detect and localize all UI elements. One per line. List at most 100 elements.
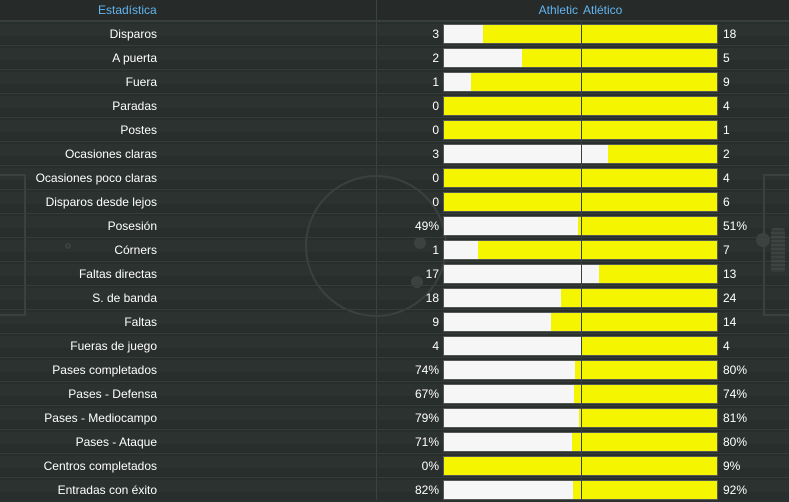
stat-row: Fuera 1 9 — [0, 69, 789, 94]
stat-label: Posesión — [107, 219, 157, 233]
home-value: 0% — [421, 459, 439, 473]
stat-row: Disparos 3 18 — [0, 21, 789, 46]
away-value: 80% — [723, 363, 748, 377]
away-value: 74% — [723, 387, 748, 401]
home-bar-fill — [444, 313, 551, 331]
comparison-bar — [443, 288, 718, 308]
home-value: 0 — [432, 171, 439, 185]
home-value: 79% — [414, 411, 439, 425]
home-value: 4 — [432, 339, 439, 353]
home-value: 0 — [432, 195, 439, 209]
away-value: 51% — [723, 219, 748, 233]
stat-row: Paradas 0 4 — [0, 93, 789, 118]
home-value: 0 — [432, 99, 439, 113]
home-value: 67% — [414, 387, 439, 401]
home-value: 1 — [432, 243, 439, 257]
stat-row: Fueras de juego 4 4 — [0, 333, 789, 358]
comparison-bar — [443, 144, 718, 164]
stat-label: Disparos — [109, 27, 157, 41]
stat-row: Disparos desde lejos 0 6 — [0, 189, 789, 214]
stat-label: Fueras de juego — [70, 339, 157, 353]
home-team-name: Athletic — [538, 3, 578, 17]
bar-center-line — [581, 20, 582, 500]
stat-label: Pases - Ataque — [75, 435, 157, 449]
away-value: 24 — [723, 291, 737, 305]
away-value: 1 — [723, 123, 730, 137]
away-value: 92% — [723, 483, 748, 497]
stat-row: Pases - Mediocampo 79% 81% — [0, 405, 789, 430]
stat-label: Fuera — [125, 75, 157, 89]
home-value: 3 — [432, 27, 439, 41]
home-bar-fill — [444, 385, 574, 403]
stat-label: Entradas con éxito — [57, 483, 157, 497]
stat-row: S. de banda 18 24 — [0, 285, 789, 310]
home-value: 18 — [425, 291, 439, 305]
away-value: 18 — [723, 27, 737, 41]
stat-row: Córners 1 7 — [0, 237, 789, 262]
scrollbar-handle[interactable] — [771, 228, 785, 272]
home-value: 49% — [414, 219, 439, 233]
stat-row: Pases - Ataque 71% 80% — [0, 429, 789, 454]
home-value: 9 — [432, 315, 439, 329]
teams-header: Athletic Atlético — [443, 3, 718, 17]
comparison-bar — [443, 240, 718, 260]
home-value: 74% — [414, 363, 439, 377]
home-bar-fill — [444, 289, 561, 307]
stats-header: Estadística Athletic Atlético — [0, 0, 789, 21]
home-bar-fill — [444, 265, 599, 283]
comparison-bar — [443, 408, 718, 428]
comparison-bar — [443, 336, 718, 356]
stat-row: Postes 0 1 — [0, 117, 789, 142]
home-bar-fill — [444, 481, 573, 499]
home-bar-fill — [444, 337, 581, 355]
away-value: 14 — [723, 315, 737, 329]
away-value: 4 — [723, 339, 730, 353]
away-value: 80% — [723, 435, 748, 449]
comparison-bar — [443, 72, 718, 92]
stat-label: S. de banda — [92, 291, 157, 305]
comparison-bar — [443, 216, 718, 236]
away-value: 81% — [723, 411, 748, 425]
comparison-bar — [443, 264, 718, 284]
stat-row: Ocasiones claras 3 2 — [0, 141, 789, 166]
comparison-bar — [443, 360, 718, 380]
stat-label: A puerta — [112, 51, 157, 65]
home-value: 82% — [414, 483, 439, 497]
home-bar-fill — [444, 217, 578, 235]
stat-row: Ocasiones poco claras 0 4 — [0, 165, 789, 190]
stat-row: Pases - Defensa 67% 74% — [0, 381, 789, 406]
stat-label: Centros completados — [43, 459, 157, 473]
away-value: 9 — [723, 75, 730, 89]
stat-row: Posesión 49% 51% — [0, 213, 789, 238]
stat-row: Centros completados 0% 9% — [0, 453, 789, 478]
home-bar-fill — [444, 25, 483, 43]
stat-label: Faltas — [124, 315, 157, 329]
comparison-bar — [443, 456, 718, 476]
away-team-name: Atlético — [583, 3, 623, 17]
stat-label: Faltas directas — [78, 267, 157, 281]
away-value: 7 — [723, 243, 730, 257]
away-value: 5 — [723, 51, 730, 65]
stat-label: Pases - Defensa — [68, 387, 157, 401]
comparison-bar — [443, 192, 718, 212]
stat-label: Ocasiones claras — [64, 147, 157, 161]
comparison-bar — [443, 96, 718, 116]
column-divider — [376, 0, 377, 500]
stat-row: A puerta 2 5 — [0, 45, 789, 70]
away-value: 6 — [723, 195, 730, 209]
comparison-bar — [443, 384, 718, 404]
stat-label: Paradas — [112, 99, 157, 113]
stat-row: Faltas directas 17 13 — [0, 261, 789, 286]
home-value: 2 — [432, 51, 439, 65]
home-value: 17 — [425, 267, 439, 281]
comparison-bar — [443, 480, 718, 500]
away-value: 4 — [723, 171, 730, 185]
stat-label: Disparos desde lejos — [45, 195, 157, 209]
home-bar-fill — [444, 145, 608, 163]
stat-column-header: Estadística — [98, 3, 157, 17]
home-bar-fill — [444, 241, 478, 259]
home-bar-fill — [444, 433, 572, 451]
stat-label: Postes — [120, 123, 157, 137]
home-bar-fill — [444, 49, 522, 67]
stat-row: Entradas con éxito 82% 92% — [0, 477, 789, 502]
